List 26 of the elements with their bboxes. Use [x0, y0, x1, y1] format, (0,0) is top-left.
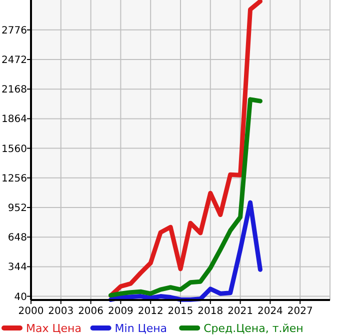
x-tick-label: 2000 — [18, 306, 44, 317]
x-tick-label: 2012 — [138, 306, 164, 317]
x-tick-label: 2027 — [287, 306, 313, 317]
legend-label: Min Цена — [114, 322, 168, 335]
line-series — [108, 0, 262, 298]
x-tick-label: 2018 — [198, 306, 224, 317]
legend-label: Сред.Цена, т.йен — [204, 322, 304, 335]
x-tick-label: 2021 — [228, 306, 254, 317]
x-tick-label: 2015 — [168, 306, 194, 317]
x-tick-label: 2006 — [78, 306, 104, 317]
y-tick-label: 344 — [8, 262, 27, 274]
y-tick-label: 2168 — [2, 84, 27, 96]
x-tick-label: 2003 — [48, 306, 74, 317]
y-tick-label: 1256 — [2, 173, 27, 184]
line-series — [108, 200, 262, 302]
y-tick-label: 1560 — [2, 144, 27, 155]
y-tick-label: 2776 — [2, 25, 27, 36]
legend-label: Max Цена — [26, 322, 82, 335]
y-tick-label: 40 — [14, 292, 27, 303]
y-tick-label: 952 — [8, 203, 27, 214]
x-tick-label: 2009 — [108, 306, 134, 317]
y-tick-label: 1864 — [2, 114, 27, 126]
y-tick-label: 648 — [8, 232, 27, 244]
y-tick-label: 2472 — [2, 54, 27, 66]
line-series — [108, 97, 262, 298]
x-tick-label: 2024 — [257, 306, 283, 317]
